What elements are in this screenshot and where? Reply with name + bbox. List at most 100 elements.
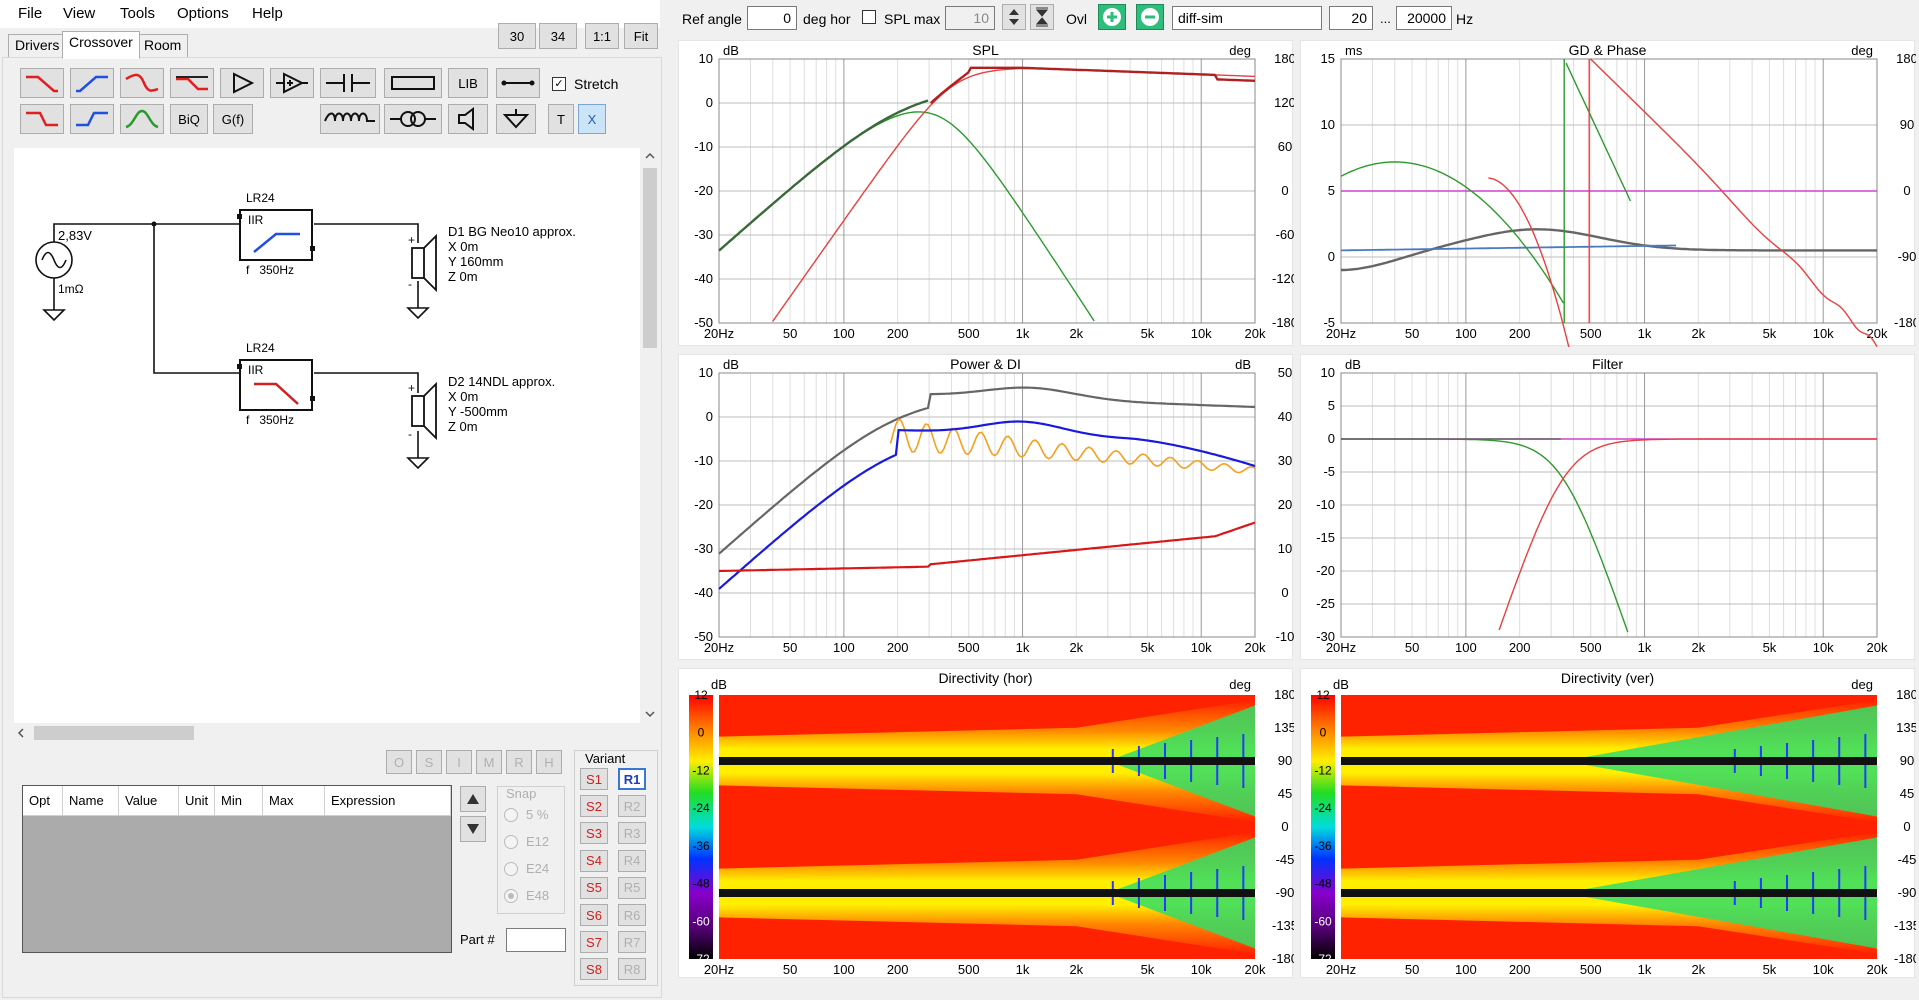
highpass2-tool-button[interactable]	[70, 104, 114, 134]
spl-max-input[interactable]: 10	[945, 6, 995, 30]
menu-file[interactable]: File	[18, 5, 43, 22]
zoom-30-button[interactable]: 30	[498, 23, 536, 49]
angle-label: 0	[1903, 819, 1910, 834]
variant-s1-button[interactable]: S1	[580, 768, 608, 790]
directivity-ver-plot[interactable]: Directivity (ver) 12 0 -12 -24 -36 -48 -60 -72 dB…	[1300, 668, 1916, 978]
tab-room[interactable]: Room	[137, 34, 189, 58]
menu-view[interactable]: View	[63, 5, 96, 22]
text-tool-button[interactable]: T	[548, 104, 574, 134]
snap-radio-0[interactable]	[504, 808, 518, 822]
lowpass2-tool-button[interactable]	[20, 104, 64, 134]
snap-radio-1[interactable]	[504, 835, 518, 849]
library-button[interactable]: LIB	[448, 68, 488, 98]
variant-s3-button[interactable]: S3	[580, 822, 608, 845]
shelf-tool-button[interactable]	[120, 68, 164, 98]
driver2-name: D2 14NDL approx.	[448, 374, 556, 389]
overlay-name-input[interactable]: diff-sim	[1172, 6, 1322, 30]
variant-r4-button[interactable]: R4	[618, 849, 646, 872]
directivity-hor-plot[interactable]: Directivity (hor) 12 0 -12 -24 -36 -48 -60 -72 dB…	[678, 668, 1294, 978]
capacitor-tool-button[interactable]	[320, 68, 376, 98]
add-overlay-button[interactable]	[1098, 4, 1126, 30]
variant-s2-button[interactable]: S2	[580, 795, 608, 818]
capacitor-icon	[326, 74, 370, 92]
filter-plot[interactable]: Filter 10 5 0 -5 -10 -15 -20 -25 -30 20Hz 50 100 200 5…	[1300, 354, 1915, 660]
schematic-horizontal-scrollbar[interactable]	[14, 723, 644, 743]
amplifier-tool-button[interactable]	[220, 68, 264, 98]
variant-r8-button[interactable]: R8	[618, 958, 646, 981]
wire-tool-button[interactable]	[496, 68, 540, 98]
buffer-tool-button[interactable]	[270, 68, 314, 98]
col-unit[interactable]: Unit	[179, 786, 215, 816]
gd-phase-plot[interactable]: GD & Phase151050-5180900-90-18020Hz50100…	[1300, 40, 1916, 347]
variant-r1-button[interactable]: R1	[618, 768, 646, 790]
opt-toggle-s[interactable]: S	[416, 750, 442, 774]
variant-r7-button[interactable]: R7	[618, 931, 646, 954]
stretch-checkbox[interactable]: ✓	[552, 77, 566, 91]
speaker-tool-button[interactable]	[448, 104, 488, 134]
part-number-input[interactable]	[506, 928, 566, 952]
col-name[interactable]: Name	[63, 786, 119, 816]
variant-s4-button[interactable]: S4	[580, 849, 608, 872]
tab-drivers[interactable]: Drivers	[8, 34, 67, 58]
opt-toggle-i[interactable]: I	[446, 750, 472, 774]
opt-toggle-o[interactable]: O	[386, 750, 412, 774]
remove-overlay-button[interactable]	[1136, 4, 1164, 30]
opt-toggle-m[interactable]: M	[476, 750, 502, 774]
ground-tool-button[interactable]	[496, 104, 536, 134]
bandpass-tool-button[interactable]	[120, 104, 164, 134]
biquad-button[interactable]: BiQ	[170, 104, 208, 134]
on-axis-line	[718, 386, 1256, 555]
transfer-function-button[interactable]: G(f)	[213, 104, 253, 134]
inductor-tool-button[interactable]	[320, 104, 380, 134]
variant-s7-button[interactable]: S7	[580, 931, 608, 954]
col-value[interactable]: Value	[119, 786, 179, 816]
menu-options[interactable]: Options	[177, 5, 229, 22]
transformer-tool-button[interactable]	[384, 104, 442, 134]
variant-s8-button[interactable]: S8	[580, 958, 608, 981]
variant-r2-button[interactable]: R2	[618, 795, 646, 818]
filter-plot-title: Filter	[1591, 356, 1624, 372]
variant-r3-button[interactable]: R3	[618, 822, 646, 845]
resistor-tool-button[interactable]	[384, 68, 442, 98]
zoom-1to1-button[interactable]: 1:1	[585, 23, 619, 49]
power-di-plot[interactable]: Power & DI 10 0 -10 -20 -30 -40 -50 50 40 30 20 10 0-…	[678, 354, 1294, 660]
freq-max-input[interactable]: 20000	[1396, 6, 1452, 30]
col-opt[interactable]: Opt	[23, 786, 63, 816]
variant-s6-button[interactable]: S6	[580, 904, 608, 926]
x-toggle-button[interactable]: X	[578, 104, 606, 134]
menu-help[interactable]: Help	[252, 5, 283, 22]
variant-r6-button[interactable]: R6	[618, 904, 646, 926]
move-up-button[interactable]	[460, 786, 486, 812]
variant-s5-button[interactable]: S5	[580, 876, 608, 899]
vertical-scroll-thumb[interactable]	[643, 168, 657, 348]
opt-toggle-r[interactable]: R	[506, 750, 532, 774]
spl-plot[interactable]: SPL100-10-20-30-40-50180120600-60-120-18…	[678, 40, 1294, 346]
highpass-tool-button[interactable]	[70, 68, 114, 98]
parameter-table[interactable]: Opt Name Value Unit Min Max Expression	[22, 785, 452, 953]
opt-toggle-h[interactable]: H	[536, 750, 562, 774]
lowpass-tool-button[interactable]	[20, 68, 64, 98]
variant-r5-button[interactable]: R5	[618, 876, 646, 899]
tab-crossover[interactable]: Crossover	[62, 31, 140, 59]
spl-max-reset-button[interactable]	[1030, 4, 1054, 30]
snap-radio-2[interactable]	[504, 862, 518, 876]
tweeter-spl-line	[772, 67, 1256, 322]
col-expression[interactable]: Expression	[325, 786, 451, 816]
horizontal-scroll-thumb[interactable]	[34, 726, 194, 740]
spl-max-spinner[interactable]	[1002, 4, 1026, 30]
schematic-vertical-scrollbar[interactable]	[640, 148, 660, 723]
menu-tools[interactable]: Tools	[120, 5, 156, 22]
freq-min-input[interactable]: 20	[1329, 6, 1373, 30]
move-down-button[interactable]	[460, 816, 486, 842]
zoom-34-button[interactable]: 34	[539, 23, 577, 49]
angle-label: -45	[1276, 852, 1294, 867]
snap-radio-3[interactable]	[504, 889, 518, 903]
minus-icon	[1141, 8, 1159, 26]
col-max[interactable]: Max	[263, 786, 325, 816]
spl-max-checkbox[interactable]	[862, 10, 876, 24]
ref-angle-input[interactable]: 0	[747, 6, 797, 30]
schematic-canvas[interactable]: + - + - 2,83V 1mΩ LR24 IIR f 350Hz LR24 …	[14, 148, 644, 723]
zoom-fit-button[interactable]: Fit	[624, 23, 658, 49]
col-min[interactable]: Min	[215, 786, 263, 816]
allpass-tool-button[interactable]	[170, 68, 214, 98]
